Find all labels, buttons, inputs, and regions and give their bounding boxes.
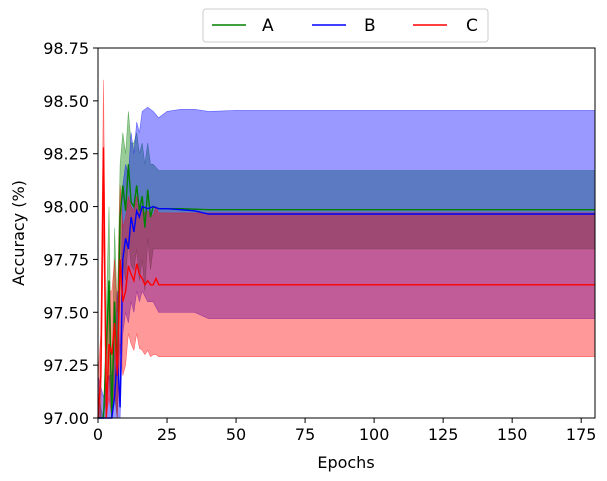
y-tick-label: 98.50 — [43, 92, 89, 111]
line-b — [98, 205, 595, 419]
y-axis-ticks: 97.00 97.25 97.50 97.75 98.00 98.25 98.50 98.75 — [43, 39, 98, 428]
x-tick-label: 75 — [295, 425, 315, 444]
y-tick-label: 97.00 — [43, 409, 89, 428]
y-axis-label: Accuracy (%) — [9, 180, 28, 286]
x-tick-label: 100 — [359, 425, 390, 444]
legend-label-c: C — [466, 16, 478, 36]
line-a — [98, 164, 595, 419]
legend-label-b: B — [364, 16, 376, 36]
plot-frame — [97, 47, 596, 419]
series-lines — [97, 147, 595, 419]
x-axis-ticks: 0 25 50 75 100 125 150 175 — [93, 418, 597, 444]
x-tick-label: 50 — [226, 425, 246, 444]
x-axis-label: Epochs — [317, 453, 374, 472]
x-tick-label: 0 — [93, 425, 103, 444]
y-tick-label: 97.75 — [43, 250, 89, 269]
legend: A B C — [202, 8, 489, 43]
y-tick-label: 97.25 — [43, 356, 89, 375]
y-tick-label: 98.25 — [43, 145, 89, 164]
x-tick-label: 175 — [566, 425, 597, 444]
legend-label-a: A — [262, 16, 274, 36]
x-tick-label: 25 — [157, 425, 177, 444]
confidence-bands — [97, 79, 596, 419]
x-tick-label: 125 — [428, 425, 459, 444]
y-tick-label: 98.00 — [43, 198, 89, 217]
line-c — [97, 147, 595, 419]
x-tick-label: 150 — [497, 425, 528, 444]
y-tick-label: 98.75 — [43, 39, 89, 58]
y-tick-label: 97.50 — [43, 303, 89, 322]
